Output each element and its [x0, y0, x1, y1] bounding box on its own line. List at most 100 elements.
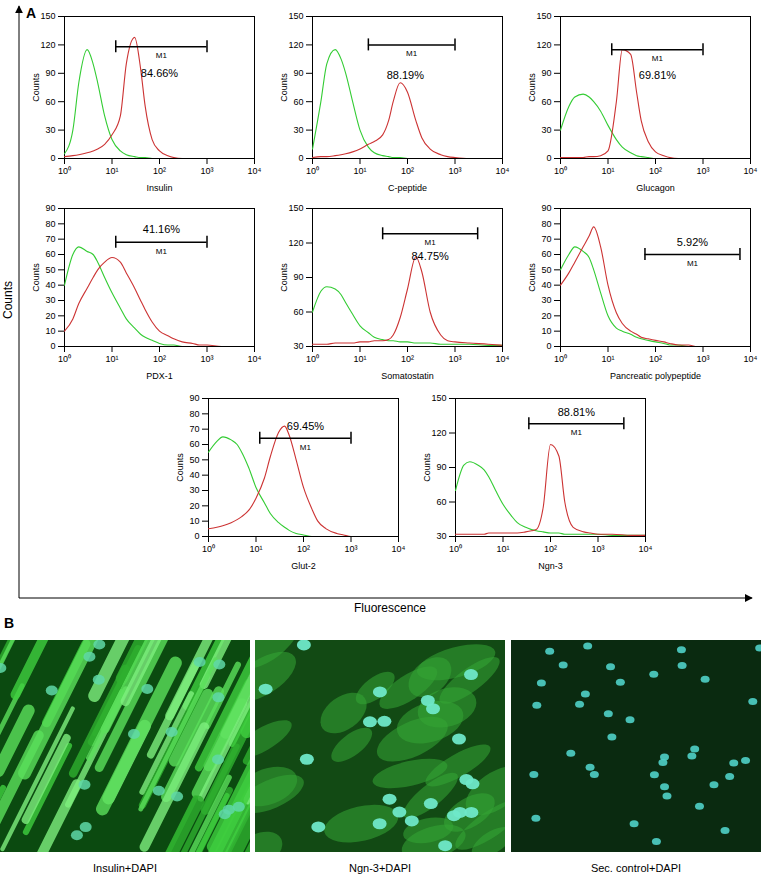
svg-text:10: 10 [541, 326, 551, 336]
svg-text:0: 0 [546, 153, 551, 163]
svg-text:M1: M1 [652, 54, 664, 63]
svg-text:10³: 10³ [591, 544, 604, 554]
svg-text:Somatostatin: Somatostatin [381, 371, 434, 381]
svg-text:M1: M1 [425, 238, 437, 247]
svg-text:M1: M1 [156, 51, 168, 60]
svg-text:30: 30 [45, 295, 55, 305]
svg-text:80: 80 [541, 219, 551, 229]
svg-text:88.19%: 88.19% [387, 69, 425, 81]
svg-text:40: 40 [45, 280, 55, 290]
svg-text:70: 70 [45, 234, 55, 244]
svg-text:A: A [26, 5, 36, 21]
svg-text:30: 30 [541, 125, 551, 135]
svg-text:30: 30 [436, 531, 446, 541]
svg-text:10¹: 10¹ [353, 354, 366, 364]
svg-text:10⁴: 10⁴ [496, 166, 510, 176]
svg-text:10²: 10² [544, 544, 557, 554]
svg-text:10⁴: 10⁴ [639, 544, 653, 554]
svg-text:30: 30 [293, 341, 303, 351]
svg-text:Counts: Counts [175, 453, 185, 482]
svg-text:Counts: Counts [279, 263, 289, 292]
svg-text:10³: 10³ [200, 166, 213, 176]
svg-text:60: 60 [293, 97, 303, 107]
svg-text:150: 150 [536, 11, 551, 21]
svg-text:10⁰: 10⁰ [58, 354, 71, 364]
svg-text:10¹: 10¹ [601, 166, 614, 176]
svg-text:10⁴: 10⁴ [392, 544, 406, 554]
svg-text:150: 150 [40, 11, 55, 21]
svg-text:Counts: Counts [422, 453, 432, 482]
svg-text:M1: M1 [406, 49, 418, 58]
svg-text:90: 90 [436, 462, 446, 472]
svg-text:0: 0 [50, 341, 55, 351]
svg-text:0: 0 [298, 153, 303, 163]
svg-text:0: 0 [546, 341, 551, 351]
svg-text:Ngn-3: Ngn-3 [538, 561, 563, 571]
svg-text:M1: M1 [156, 247, 168, 256]
svg-text:10: 10 [189, 516, 199, 526]
svg-text:90: 90 [45, 68, 55, 78]
svg-text:M1: M1 [300, 443, 312, 452]
svg-text:70: 70 [541, 234, 551, 244]
svg-text:84.75%: 84.75% [412, 250, 450, 262]
svg-text:88.81%: 88.81% [558, 406, 596, 418]
svg-text:Counts: Counts [31, 73, 41, 102]
svg-text:10⁰: 10⁰ [554, 166, 567, 176]
svg-text:80: 80 [45, 219, 55, 229]
svg-text:10¹: 10¹ [601, 354, 614, 364]
svg-text:90: 90 [541, 203, 551, 213]
svg-text:60: 60 [189, 439, 199, 449]
svg-text:20: 20 [541, 311, 551, 321]
svg-text:Glut-2: Glut-2 [291, 561, 316, 571]
svg-text:10⁰: 10⁰ [306, 166, 319, 176]
svg-text:120: 120 [288, 40, 303, 50]
svg-text:40: 40 [541, 280, 551, 290]
svg-text:Insulin: Insulin [146, 183, 172, 193]
svg-text:120: 120 [40, 40, 55, 50]
svg-text:10⁰: 10⁰ [202, 544, 215, 554]
svg-text:10³: 10³ [448, 166, 461, 176]
svg-text:10²: 10² [649, 166, 662, 176]
svg-text:90: 90 [293, 272, 303, 282]
svg-text:90: 90 [541, 68, 551, 78]
svg-text:B: B [4, 615, 14, 631]
svg-text:10⁰: 10⁰ [306, 354, 319, 364]
svg-text:10²: 10² [297, 544, 310, 554]
svg-text:5.92%: 5.92% [677, 236, 708, 248]
svg-text:10³: 10³ [200, 354, 213, 364]
svg-text:10²: 10² [649, 354, 662, 364]
svg-text:10³: 10³ [344, 544, 357, 554]
svg-text:30: 30 [293, 125, 303, 135]
svg-text:10¹: 10¹ [249, 544, 262, 554]
svg-text:60: 60 [45, 97, 55, 107]
svg-text:M1: M1 [687, 259, 699, 268]
svg-text:10⁴: 10⁴ [248, 354, 262, 364]
svg-text:60: 60 [541, 97, 551, 107]
svg-text:69.45%: 69.45% [287, 420, 325, 432]
svg-text:20: 20 [189, 501, 199, 511]
svg-text:10³: 10³ [696, 166, 709, 176]
svg-text:10²: 10² [153, 354, 166, 364]
svg-text:150: 150 [431, 393, 446, 403]
svg-text:10¹: 10¹ [105, 166, 118, 176]
svg-text:Counts: Counts [1, 281, 15, 319]
svg-text:10²: 10² [153, 166, 166, 176]
svg-text:Counts: Counts [31, 263, 41, 292]
svg-text:10⁴: 10⁴ [248, 166, 262, 176]
svg-text:60: 60 [541, 249, 551, 259]
svg-text:Counts: Counts [279, 73, 289, 102]
svg-text:41.16%: 41.16% [143, 223, 181, 235]
svg-text:84.66%: 84.66% [141, 67, 179, 79]
svg-text:60: 60 [293, 307, 303, 317]
svg-text:69.81%: 69.81% [639, 69, 677, 81]
svg-text:20: 20 [45, 311, 55, 321]
svg-text:50: 50 [45, 265, 55, 275]
svg-text:30: 30 [189, 485, 199, 495]
svg-text:10¹: 10¹ [105, 354, 118, 364]
svg-text:10⁴: 10⁴ [744, 166, 758, 176]
svg-text:Counts: Counts [527, 73, 537, 102]
svg-text:90: 90 [293, 68, 303, 78]
svg-text:M1: M1 [571, 428, 583, 437]
svg-text:30: 30 [541, 295, 551, 305]
svg-text:10³: 10³ [448, 354, 461, 364]
